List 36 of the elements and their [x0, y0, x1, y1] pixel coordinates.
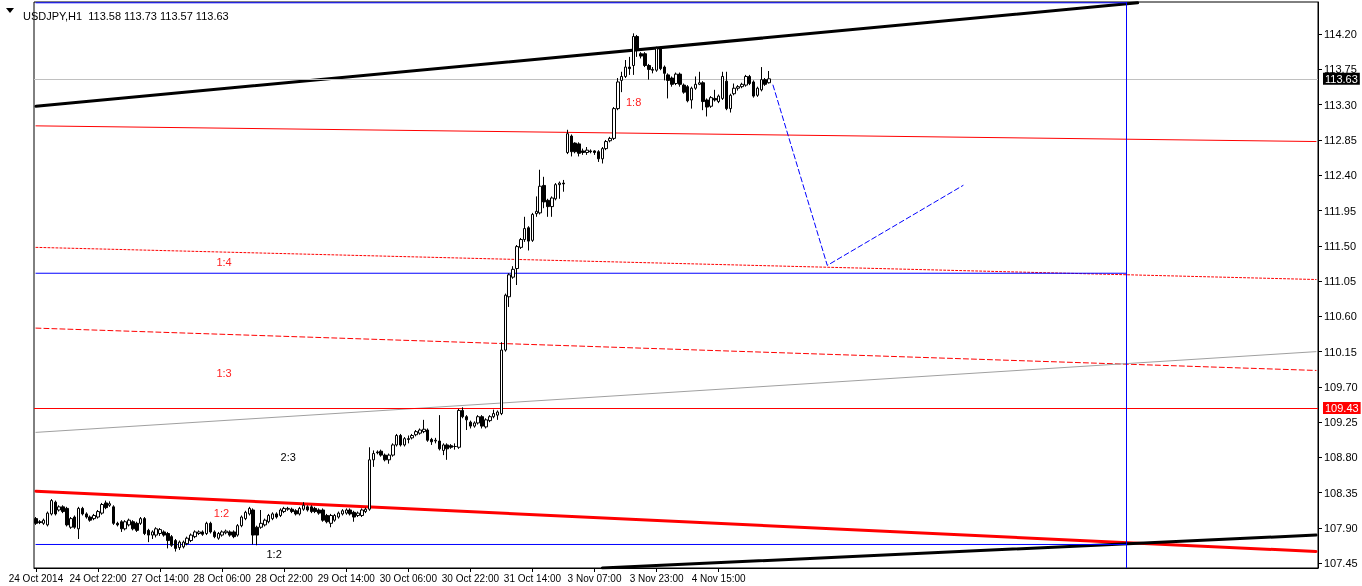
y-tick-label: 107.45: [1324, 557, 1358, 570]
y-tick-label: 110.60: [1324, 310, 1357, 323]
x-tick-label: 28 Oct 06:00: [193, 572, 252, 584]
ref-line-label: 113.63: [1325, 72, 1358, 85]
y-tick-label: 111.05: [1324, 275, 1357, 288]
annotation: 1:4: [216, 255, 232, 268]
x-tick-label: 30 Oct 22:00: [441, 572, 500, 584]
y-tick-label: 112.85: [1324, 133, 1357, 146]
y-tick-label: 108.80: [1324, 451, 1358, 464]
text: USDJPY,H1 113.58 113.73 113.57 113.63: [23, 9, 229, 22]
annotation: 1:2: [213, 507, 230, 520]
x-tick-label: 24 Oct 2014: [8, 572, 64, 584]
y-tick-label: 107.90: [1324, 522, 1358, 535]
y-tick-label: 113.30: [1324, 98, 1357, 111]
x-tick-label: 31 Oct 14:00: [503, 572, 562, 584]
annotation: 1:2: [266, 547, 282, 560]
annotation: 2:3: [280, 451, 296, 464]
y-tick-label: 114.20: [1324, 28, 1357, 41]
y-tick-label: 108.35: [1324, 486, 1358, 499]
y-tick-label: 112.40: [1324, 169, 1357, 182]
y-tick-label: 110.15: [1324, 345, 1357, 358]
y-tick-label: 109.25: [1324, 416, 1358, 429]
x-tick-label: 3 Nov 07:00: [567, 572, 622, 584]
x-tick-label: 27 Oct 14:00: [131, 572, 190, 584]
ref-line-label: 109.43: [1325, 402, 1359, 415]
y-tick-label: 111.50: [1324, 239, 1357, 252]
x-tick-label: 30 Oct 06:00: [379, 572, 438, 584]
y-tick-label: 111.95: [1324, 204, 1357, 217]
x-tick-label: 28 Oct 22:00: [255, 572, 314, 584]
x-tick-label: 29 Oct 14:00: [317, 572, 376, 584]
annotation: 1:3: [216, 366, 232, 379]
y-tick-label: 109.70: [1324, 380, 1358, 393]
x-tick-label: 24 Oct 22:00: [69, 572, 128, 584]
x-tick-label: 4 Nov 15:00: [691, 572, 747, 584]
annotation: 1:8: [625, 96, 642, 109]
x-tick-label: 3 Nov 23:00: [629, 572, 684, 584]
